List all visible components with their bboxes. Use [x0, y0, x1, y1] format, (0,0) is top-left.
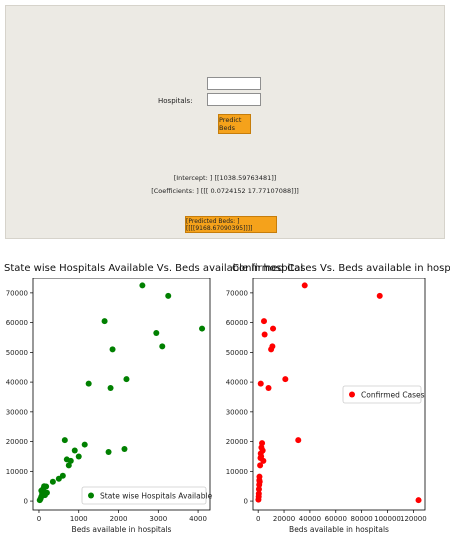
- chart2-title: Confirmed Cases Vs. Beds available in ho…: [232, 263, 450, 274]
- y-tick-label: 10000: [6, 468, 28, 476]
- data-point: [258, 453, 265, 460]
- data-point: [49, 478, 56, 485]
- x-tick-label: 80000: [350, 515, 372, 523]
- predict-beds-button[interactable]: Predict Beds: [218, 114, 251, 134]
- data-point: [260, 457, 267, 464]
- y-tick-label: 10000: [226, 468, 248, 476]
- x-tick-label: 3000: [149, 515, 167, 523]
- data-point: [255, 490, 262, 497]
- data-point: [265, 385, 272, 392]
- legend-label: State wise Hospitals Available: [100, 492, 213, 501]
- y-tick-label: 0: [244, 498, 248, 506]
- data-point: [259, 440, 266, 447]
- y-tick-label: 70000: [6, 289, 28, 297]
- x-tick-label: 60000: [325, 515, 347, 523]
- legend-marker: [88, 492, 94, 499]
- data-point: [107, 385, 114, 392]
- data-point: [270, 325, 277, 332]
- data-point: [255, 486, 262, 493]
- chart1-title: State wise Hospitals Available Vs. Beds …: [4, 263, 304, 274]
- x-tick-label: 0: [256, 515, 260, 523]
- chart2-confirmed-cases-scatter: 0 10000 20000 30000 40000 50000 60000 70000 0 200…: [226, 278, 427, 534]
- legend-box: [342, 385, 422, 404]
- data-point: [105, 449, 112, 455]
- y-tick-label: 50000: [6, 349, 28, 357]
- y-tick-label: 30000: [226, 408, 248, 416]
- data-point: [260, 318, 267, 325]
- legend-marker: [349, 391, 355, 398]
- data-point: [165, 292, 172, 299]
- data-point: [269, 343, 276, 350]
- data-point: [59, 472, 66, 479]
- y-tick-label: 30000: [6, 408, 28, 416]
- data-point: [61, 437, 68, 444]
- y-tick-label: 50000: [226, 349, 248, 357]
- x-tick-label: 100000: [374, 515, 401, 523]
- hospitals-label: Hospitals:: [158, 97, 193, 105]
- y-tick-label: 70000: [226, 289, 248, 297]
- x-axis-label: Beds available in hospitals: [72, 525, 172, 534]
- data-point: [109, 346, 116, 353]
- y-tick-label: 20000: [6, 438, 28, 446]
- data-point: [139, 282, 146, 289]
- chart1-hospitals-scatter: 0 10000 20000 30000 40000 50000 60000 70000 0 100…: [6, 278, 213, 534]
- data-point: [376, 292, 383, 299]
- y-tick-label: 40000: [226, 379, 248, 387]
- y-tick-label: 40000: [6, 379, 28, 387]
- data-point: [261, 331, 268, 338]
- data-point: [301, 282, 308, 289]
- y-tick-label: 60000: [226, 319, 248, 327]
- data-point: [38, 487, 45, 494]
- x-tick-label: 2000: [110, 515, 128, 523]
- data-point: [81, 441, 88, 448]
- data-point: [75, 453, 82, 460]
- data-point: [256, 478, 263, 485]
- coefficients-text: [Coefficients: ] [[[ 0.0724152 17.771070…: [151, 187, 299, 195]
- x-tick-label: 20000: [273, 515, 295, 523]
- intercept-text: [Intercept: ] [[1038.59763481]]: [173, 174, 277, 182]
- legend-box: [81, 486, 207, 505]
- data-point: [43, 483, 50, 490]
- data-point: [85, 380, 92, 387]
- x-axis-label: Beds available in hospitals: [289, 525, 389, 534]
- hospitals-input[interactable]: [207, 77, 261, 90]
- x-tick-label: 1000: [70, 515, 88, 523]
- data-point: [121, 446, 128, 453]
- data-point: [159, 343, 166, 350]
- data-point: [101, 318, 108, 325]
- data-point: [257, 462, 264, 469]
- predicted-beds-output: [Predicted Beds: ] [[[[9168.67090395]]]]: [185, 216, 277, 233]
- data-point: [199, 325, 206, 332]
- data-point: [295, 437, 302, 444]
- y-tick-label: 0: [24, 498, 28, 506]
- data-point: [123, 376, 130, 383]
- data-point: [71, 447, 78, 454]
- x-tick-label: 40000: [299, 515, 321, 523]
- data-point: [67, 457, 74, 464]
- data-point: [256, 473, 263, 480]
- x-tick-label: 120000: [400, 515, 427, 523]
- data-point: [282, 376, 289, 383]
- x-tick-label: 0: [37, 515, 41, 523]
- x-tick-label: 4000: [189, 515, 207, 523]
- plot-frame: [32, 278, 211, 511]
- data-point: [415, 497, 422, 504]
- prediction-form-panel: Hospitals: Predict Beds [Intercept: ] [[…: [5, 5, 445, 239]
- y-tick-label: 60000: [6, 319, 28, 327]
- data-point: [257, 380, 264, 387]
- beds-input[interactable]: [207, 93, 261, 106]
- data-point: [259, 447, 266, 454]
- y-tick-label: 20000: [226, 438, 248, 446]
- data-point: [65, 462, 72, 469]
- data-point: [153, 330, 160, 337]
- data-point: [43, 489, 50, 496]
- legend-label: Confirmed Cases: [361, 391, 425, 400]
